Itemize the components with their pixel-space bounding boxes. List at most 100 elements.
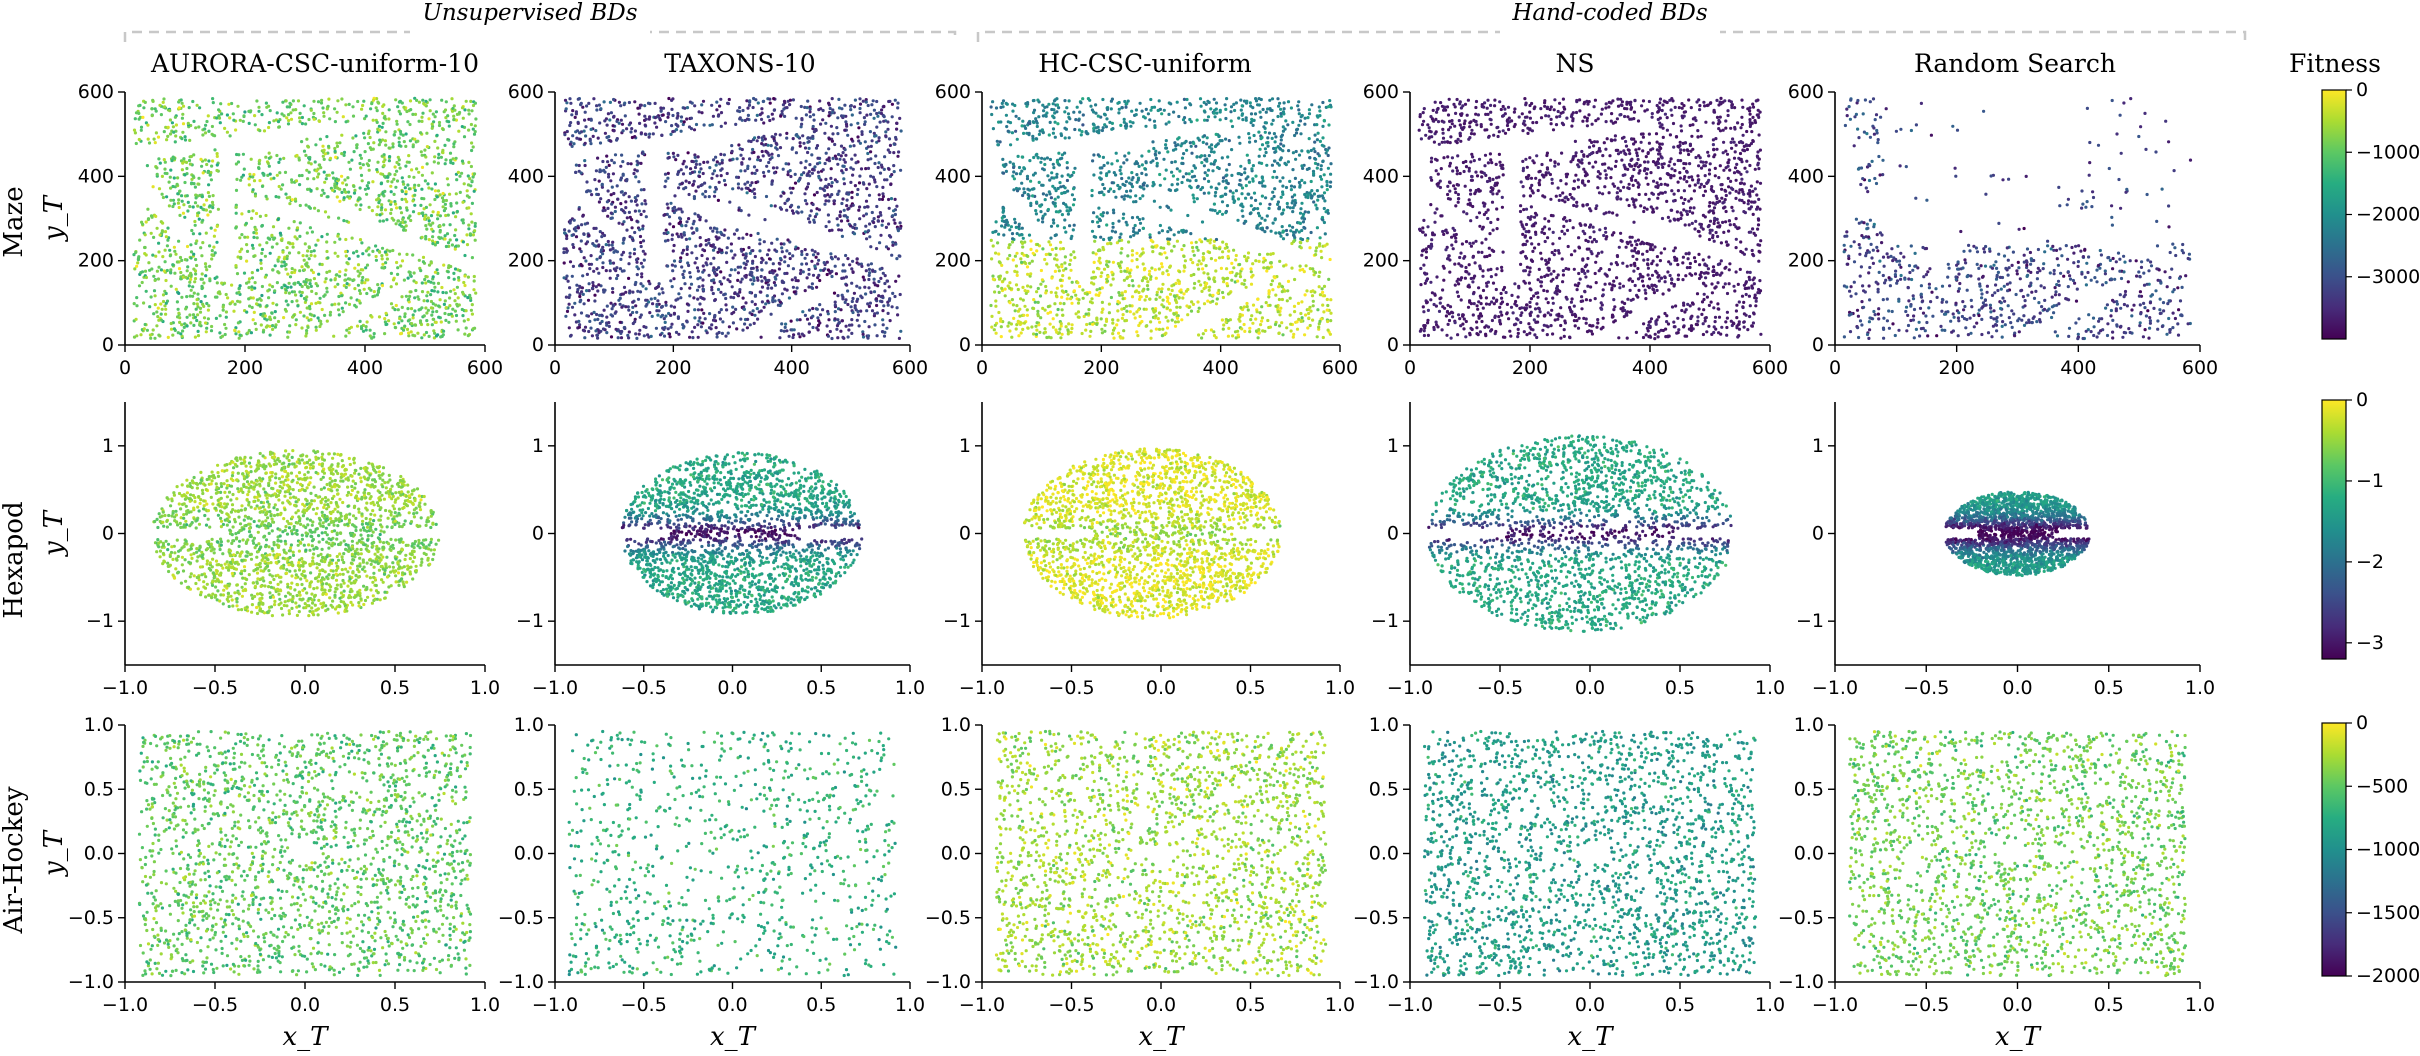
scatter-point [204,123,208,127]
scatter-point [689,282,694,286]
scatter-point [404,294,408,298]
scatter-point [429,299,433,304]
scatter-point [367,129,371,133]
scatter-point [469,296,473,300]
scatter-point [234,264,238,268]
scatter-point [413,296,417,300]
scatter-point [739,169,743,173]
scatter-point [880,197,885,201]
scatter-point [343,178,347,182]
scatter-point [671,97,675,101]
scatter-point [642,258,646,262]
scatter-point [836,336,840,340]
scatter-point [638,234,643,239]
scatter-point [216,291,220,295]
scatter-point [896,154,900,158]
scatter-point [420,235,424,239]
scatter-point [252,310,256,314]
scatter-point [452,145,456,149]
scatter-point [896,101,900,105]
scatter-point [431,242,435,246]
scatter-point [640,272,644,276]
scatter-point [174,252,178,256]
scatter-point [683,106,687,110]
scatter-point [306,278,310,282]
scatter-point [1175,239,1179,243]
scatter-point [846,257,850,261]
scatter-point [418,307,423,311]
scatter-point [306,177,310,181]
scatter-point [312,111,316,116]
scatter-point [427,334,431,338]
scatter-point [684,186,688,190]
scatter-point [1081,123,1085,127]
scatter-point [768,157,772,161]
scatter-point [204,321,208,325]
scatter-point [783,260,787,264]
scatter-point [261,330,265,334]
scatter-point [173,140,177,144]
scatter-point [636,161,641,165]
scatter-point [836,257,840,261]
scatter-point [236,321,240,325]
scatter-point [238,284,242,288]
scatter-point [801,310,805,314]
scatter-point [869,144,873,148]
scatter-point [193,277,198,281]
scatter-point [854,161,858,165]
scatter-point [850,157,854,161]
scatter-point [663,325,667,330]
scatter-point [461,218,465,222]
scatter-point [1015,251,1019,255]
scatter-point [667,215,672,219]
scatter-point [1243,278,1247,282]
scatter-point [191,294,195,298]
scatter-point [317,272,321,276]
scatter-point [777,267,782,271]
scatter-point [1179,144,1183,148]
scatter-point [1167,101,1171,105]
scatter-point [563,98,568,102]
scatter-point [291,108,295,112]
scatter-point [849,204,853,208]
scatter-point [389,285,393,289]
scatter-point [679,207,683,211]
scatter-point [825,260,829,264]
scatter-point [657,282,661,286]
scatter-point [149,214,154,218]
scatter-point [378,128,382,132]
scatter-point [1200,336,1204,340]
scatter-point [785,329,789,333]
scatter-point [841,263,845,267]
scatter-point [469,212,473,216]
scatter-point [839,228,844,232]
scatter-point [162,269,166,273]
scatter-point [218,314,222,318]
scatter-point [240,175,244,179]
scatter-point [576,121,580,125]
scatter-point [401,217,405,221]
scatter-point [304,122,308,126]
scatter-point [880,300,884,304]
scatter-point [360,327,364,331]
scatter-point [1017,165,1022,170]
scatter-point [701,270,705,274]
scatter-point [643,123,647,127]
scatter-point [319,319,323,323]
scatter-point [400,189,404,194]
scatter-point [796,211,800,215]
x-tick-label: 0 [549,357,561,379]
scatter-point [297,174,302,178]
scatter-point [252,254,256,258]
scatter-point [898,116,902,120]
scatter-point [672,205,677,209]
scatter-point [711,318,716,322]
scatter-point [830,336,834,341]
scatter-point [1260,319,1264,323]
scatter-point [639,103,643,107]
scatter-point [446,270,450,274]
scatter-point [237,290,241,294]
scatter-point [697,215,701,219]
scatter-point [1100,327,1104,331]
scatter-point [639,261,644,265]
